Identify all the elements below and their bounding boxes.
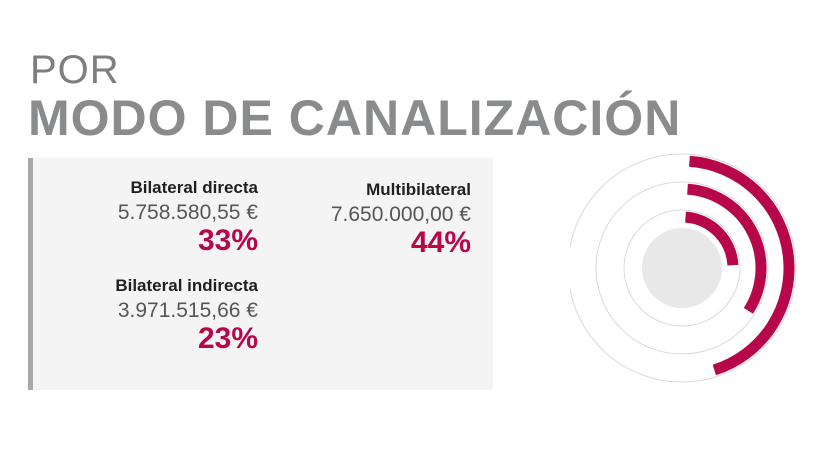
legend-amount: 5.758.580,55 € [117, 201, 258, 224]
arc-multibilateral [689, 155, 795, 376]
title-line-1: POR [30, 48, 120, 92]
legend-label: Bilateral directa [130, 178, 258, 197]
center-disc [642, 228, 722, 308]
ring-guide-middle [595, 181, 769, 355]
arc-bilateral-indirecta [684, 211, 739, 266]
legend-item-bilateral-indirecta: Bilateral indirecta 3.971.515,66 € 23% [115, 276, 258, 355]
legend-amount: 7.650.000,00 € [330, 203, 471, 226]
legend-percent: 44% [410, 226, 471, 259]
ring-guide-inner [623, 209, 741, 327]
radial-chart [570, 153, 797, 383]
legend-item-bilateral-directa: Bilateral directa 5.758.580,55 € 33% [118, 178, 258, 257]
legend-label: Multibilateral [366, 180, 471, 199]
legend-item-multibilateral: Multibilateral 7.650.000,00 € 44% [331, 180, 471, 259]
page-title: MODO DE CANALIZACIÓN [28, 90, 682, 146]
legend-percent: 23% [197, 322, 258, 355]
arc-bilateral-directa [687, 183, 767, 314]
ring-guide-outer [570, 153, 797, 383]
legend-percent: 33% [197, 224, 258, 257]
legend-amount: 3.971.515,66 € [117, 299, 258, 322]
legend-label: Bilateral indirecta [115, 276, 258, 295]
legend-panel: Bilateral directa 5.758.580,55 € 33% Bil… [28, 158, 493, 390]
